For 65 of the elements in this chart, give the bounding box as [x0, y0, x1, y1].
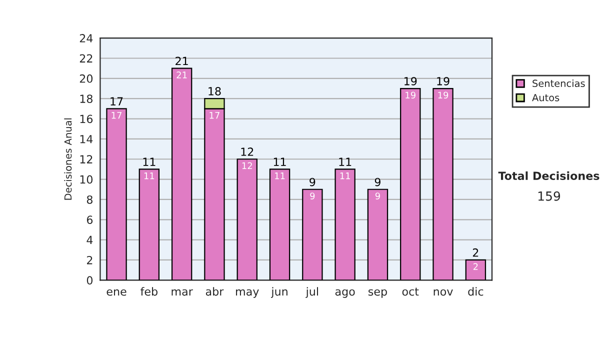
total-label: 19 — [404, 76, 417, 86]
y-tick-label: 20 — [80, 74, 93, 83]
bar — [432, 88, 454, 280]
total-label: 21 — [176, 56, 188, 66]
total-label: 18 — [208, 87, 221, 96]
bar — [465, 259, 486, 280]
y-tick-label: 8 — [86, 195, 92, 204]
data-label: 17 — [210, 112, 220, 119]
y-tick-label: 2 — [87, 256, 92, 264]
data-label: 9 — [375, 192, 380, 200]
y-tick-label: 22 — [80, 54, 92, 62]
x-tick-label: nov — [434, 289, 453, 296]
x-tick-label: ene — [106, 289, 126, 296]
data-label: 17 — [112, 112, 122, 119]
x-tick-label: may — [236, 289, 259, 298]
x-tick-label: feb — [140, 287, 158, 296]
bar — [171, 68, 192, 280]
total-label: 12 — [241, 148, 254, 156]
bar — [269, 168, 290, 280]
data-label: 19 — [406, 92, 416, 99]
bar — [106, 108, 127, 280]
x-tick-label: sep — [368, 289, 387, 298]
text: Total Decisiones — [498, 171, 600, 180]
data-label: 2 — [473, 263, 478, 270]
data-label: 12 — [242, 162, 252, 170]
total-label: 2 — [472, 248, 478, 257]
total-label: 17 — [110, 97, 123, 106]
total-label: 19 — [437, 76, 450, 86]
y-tick-label: 10 — [80, 175, 93, 184]
x-tick-label: jul — [306, 287, 318, 298]
x-tick-label: dic — [468, 287, 484, 296]
bar — [138, 168, 160, 280]
y-tick-label: 0 — [86, 276, 93, 285]
y-tick-label: 24 — [80, 34, 93, 42]
data-label: 11 — [275, 172, 285, 180]
bar — [400, 88, 421, 280]
x-tick-label: mar — [172, 289, 193, 296]
y-tick-label: 16 — [80, 114, 93, 124]
data-label: 11 — [340, 172, 350, 180]
bar — [302, 188, 323, 280]
bar — [334, 168, 356, 280]
y-tick-label: 4 — [86, 236, 93, 244]
total-label: 11 — [339, 158, 352, 166]
x-tick-label: ago — [335, 289, 355, 298]
total-label: 11 — [143, 158, 156, 166]
bar — [236, 158, 258, 280]
total-label: 11 — [274, 158, 286, 166]
bar — [367, 188, 388, 280]
legend-label: Sentencias — [532, 80, 585, 88]
y-axis-title: Decisiones Anual — [64, 118, 72, 200]
y-tick-label: 14 — [80, 135, 93, 144]
data-label: 21 — [176, 72, 187, 78]
x-tick-label: oct — [402, 288, 419, 296]
x-tick-label: jun — [270, 287, 288, 298]
data-label: 11 — [144, 172, 154, 180]
y-tick-label: 6 — [86, 216, 93, 224]
data-label: 19 — [438, 92, 448, 99]
x-tick-label: abr — [206, 287, 224, 296]
total-label: 9 — [310, 178, 316, 186]
y-tick-label: 12 — [80, 155, 92, 164]
y-tick-label: 18 — [80, 94, 92, 103]
text: 159 — [538, 191, 560, 201]
total-label: 9 — [374, 178, 380, 186]
data-label: 9 — [310, 192, 315, 200]
legend-label: Autos — [532, 94, 560, 102]
